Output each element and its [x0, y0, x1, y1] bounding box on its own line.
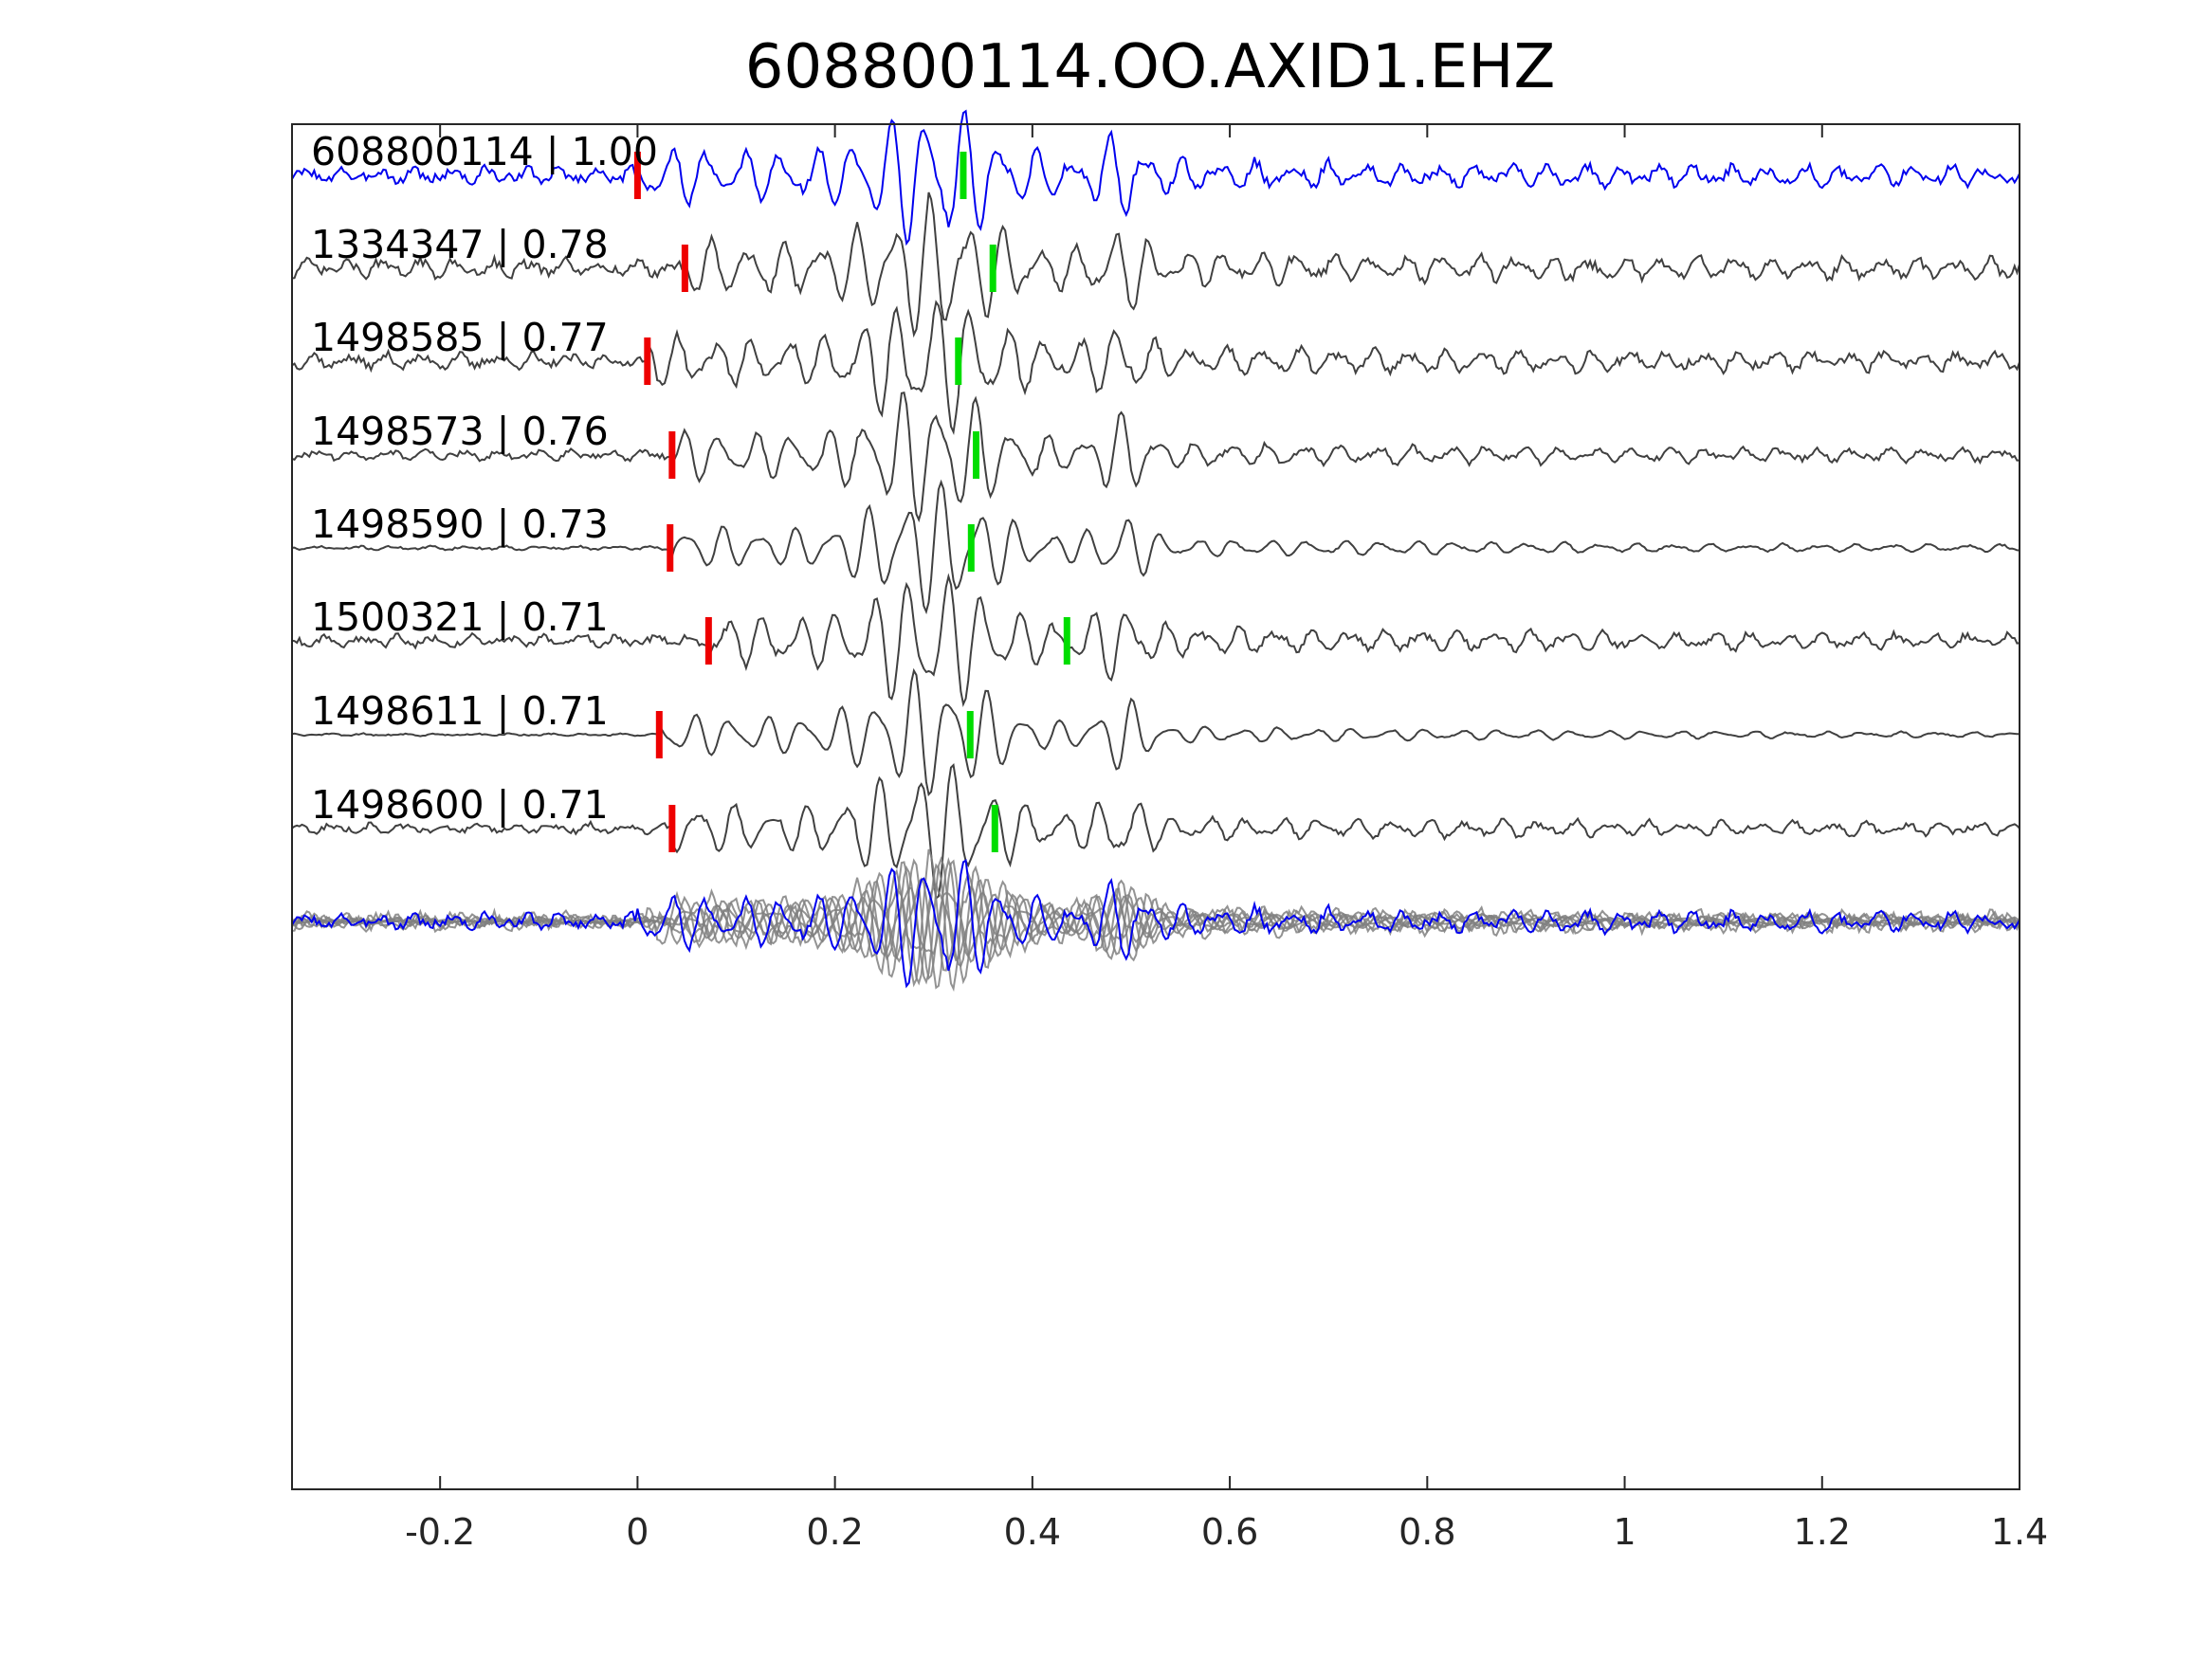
trace-label-1498611: 1498611 | 0.71	[311, 688, 609, 734]
trace-label-608800114: 608800114 | 1.00	[311, 129, 658, 174]
trace-1498573	[291, 391, 2020, 523]
x-tick-label: 0.2	[806, 1511, 863, 1553]
plot-frame	[291, 123, 2020, 1490]
stack-trace-1500321	[291, 856, 2020, 985]
x-tick-label: -0.2	[405, 1511, 475, 1553]
trace-label-1334347: 1334347 | 0.78	[311, 222, 609, 267]
x-tick-label: 1.4	[1991, 1511, 2048, 1553]
x-tick-label: 0.4	[1004, 1511, 1061, 1553]
trace-label-1498585: 1498585 | 0.77	[311, 315, 609, 360]
x-tick-label: 1	[1613, 1511, 1636, 1553]
traces-group	[291, 109, 2020, 901]
trace-1498611	[291, 667, 2020, 797]
x-tick-label: 1.2	[1794, 1511, 1851, 1553]
stacked-traces-group	[291, 848, 2020, 993]
x-tick-label: 0	[626, 1511, 649, 1553]
x-tick-label: 0.6	[1201, 1511, 1258, 1553]
plot-area	[292, 124, 2020, 1489]
picks-group	[633, 152, 1070, 852]
chart-title: 608800114.OO.AXID1.EHZ	[745, 32, 1556, 102]
trace-1498585	[291, 300, 2020, 436]
trace-label-1498590: 1498590 | 0.73	[311, 501, 609, 547]
trace-608800114	[291, 109, 2020, 246]
trace-labels-group: 608800114 | 1.00 1334347 | 0.78 1498585 | …	[311, 129, 658, 828]
x-axis: -0.2 0 0.2 0.4 0.6 0.8 1 1.2 1.4	[405, 124, 2048, 1553]
stack-trace-1498611	[291, 858, 2020, 980]
trace-1498590	[291, 479, 2020, 615]
trace-1334347	[291, 191, 2020, 338]
trace-1500321	[291, 573, 2020, 707]
stack-trace-608800114	[291, 858, 2020, 989]
trace-1498600	[291, 763, 2020, 901]
trace-label-1498600: 1498600 | 0.71	[311, 782, 609, 828]
x-tick-label: 0.8	[1398, 1511, 1455, 1553]
trace-label-1498573: 1498573 | 0.76	[311, 409, 609, 454]
trace-label-1500321: 1500321 | 0.71	[311, 594, 609, 640]
